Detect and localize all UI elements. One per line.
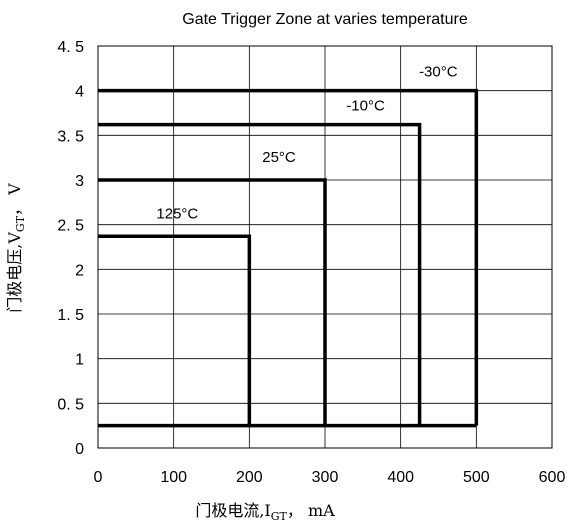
y-tick-label: 0. 5 xyxy=(57,396,84,413)
y-tick-label: 4. 5 xyxy=(57,39,84,56)
series-line xyxy=(98,122,422,426)
series-line xyxy=(98,234,252,426)
x-tick-label: 100 xyxy=(160,469,187,486)
y-tick-label: 1 xyxy=(75,352,84,369)
y-tick-label: 0 xyxy=(75,441,84,458)
series-line xyxy=(98,88,479,426)
series-label: -30°C xyxy=(419,64,458,81)
x-tick-label: 600 xyxy=(539,469,566,486)
y-tick-label: 2 xyxy=(75,262,84,279)
x-tick-label: 0 xyxy=(94,469,103,486)
series-lines xyxy=(98,88,479,428)
y-tick-label: 4 xyxy=(75,84,84,101)
x-tick-labels: 0 100 200 300 400 500 600 xyxy=(94,469,566,486)
chart-title: Gate Trigger Zone at varies temperature xyxy=(182,11,468,28)
plot-frame xyxy=(97,45,553,449)
y-tick-label: 2. 5 xyxy=(57,218,84,235)
y-tick-label: 1. 5 xyxy=(57,307,84,324)
series-labels: -30°C -10°C 25°C 125°C xyxy=(156,64,457,223)
x-tick-label: 200 xyxy=(236,469,263,486)
x-tick-label: 300 xyxy=(312,469,339,486)
y-tick-label: 3 xyxy=(75,173,84,190)
y-axis-label: 门极电压,VGT， V xyxy=(5,183,27,313)
y-tick-label: 3. 5 xyxy=(57,128,84,145)
x-tick-label: 500 xyxy=(463,469,490,486)
x-tick-label: 400 xyxy=(387,469,414,486)
x-axis-label: 门极电流,IGT， mA xyxy=(195,501,335,523)
series-label: 25°C xyxy=(262,149,296,166)
y-tick-labels: 0 0. 5 1 1. 5 2 2. 5 3 3. 5 4 4. 5 xyxy=(57,39,84,458)
series-label: 125°C xyxy=(156,205,198,222)
series-label: -10°C xyxy=(346,98,385,115)
series-line xyxy=(98,178,327,426)
